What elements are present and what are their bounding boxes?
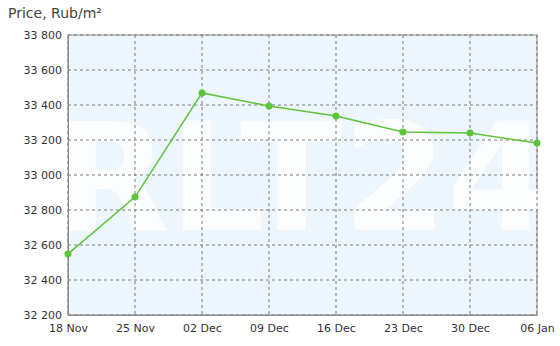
y-axis: 32 200 32 400 32 600 32 800 33 000 33 200 33 4… — [24, 29, 69, 322]
x-tick-label: 09 Dec — [250, 322, 289, 335]
grid-line-x — [470, 35, 471, 315]
grid — [68, 35, 537, 315]
marker — [199, 89, 206, 96]
y-tick: 33 800 — [24, 29, 69, 42]
grid-line-x — [135, 35, 136, 315]
x-tick-label: 16 Dec — [317, 322, 356, 335]
x-tick: 25 Nov — [116, 315, 155, 335]
y-tick: 32 400 — [24, 274, 69, 287]
y-tick-label: 33 000 — [24, 169, 63, 182]
x-axis: 18 Nov 25 Nov 02 Dec 09 Dec 16 Dec 23 Dec 30 D… — [49, 315, 555, 335]
grid-line-x — [403, 35, 404, 315]
x-tick: 23 Dec — [384, 315, 423, 335]
x-tick: 02 Dec — [183, 315, 222, 335]
y-tick: 33 000 — [24, 169, 69, 182]
y-tick: 32 800 — [24, 204, 69, 217]
y-tick-label: 33 800 — [24, 29, 63, 42]
x-tick-label: 02 Dec — [183, 322, 222, 335]
grid-line-y — [68, 280, 537, 281]
y-tick: 33 400 — [24, 99, 69, 112]
marker — [534, 139, 541, 146]
grid-line-y — [68, 35, 537, 36]
x-tick-label: 30 Dec — [451, 322, 490, 335]
x-tick-label: 23 Dec — [384, 322, 423, 335]
grid-line-y — [68, 140, 537, 141]
y-tick-label: 33 400 — [24, 99, 63, 112]
grid-line-y — [68, 245, 537, 246]
grid-line-y — [68, 70, 537, 71]
grid-line-x — [537, 35, 538, 315]
grid-line-y — [68, 315, 537, 316]
y-axis-line — [68, 36, 69, 316]
chart: RLT24 32 200 32 400 32 600 32 800 33 000 33 20… — [0, 0, 560, 346]
x-tick-label: 06 Jan — [520, 322, 554, 335]
marker — [333, 113, 340, 120]
grid-line-y — [68, 105, 537, 106]
grid-line-y — [68, 175, 537, 176]
x-tick: 30 Dec — [451, 315, 490, 335]
y-tick: 33 600 — [24, 64, 69, 77]
y-tick: 32 200 — [24, 309, 69, 322]
y-tick: 33 200 — [24, 134, 69, 147]
x-tick: 09 Dec — [250, 315, 289, 335]
y-tick-label: 32 600 — [24, 239, 63, 252]
title: Price, Rub/m² — [8, 5, 102, 21]
x-axis-line — [69, 315, 538, 316]
marker — [132, 194, 139, 201]
y-tick: 32 600 — [24, 239, 69, 252]
x-tick: 18 Nov — [49, 315, 88, 335]
y-tick-label: 33 600 — [24, 64, 63, 77]
grid-line-y — [68, 210, 537, 211]
marker — [266, 103, 273, 110]
watermark: RLT24 — [54, 91, 551, 265]
marker — [65, 250, 72, 257]
grid-line-x — [68, 35, 69, 315]
x-tick-label: 25 Nov — [116, 322, 155, 335]
plot: RLT24 32 200 32 400 32 600 32 800 33 000 33 20… — [24, 29, 555, 335]
x-tick: 16 Dec — [317, 315, 356, 335]
grid-line-x — [336, 35, 337, 315]
x-tick-label: 18 Nov — [49, 322, 88, 335]
series — [65, 89, 541, 257]
x-tick: 06 Jan — [520, 315, 554, 335]
grid-line-x — [269, 35, 270, 315]
grid-line-x — [202, 35, 203, 315]
marker — [467, 130, 474, 137]
y-tick-label: 32 400 — [24, 274, 63, 287]
line — [68, 93, 537, 254]
y-tick-label: 33 200 — [24, 134, 63, 147]
y-tick-label: 32 200 — [24, 309, 63, 322]
y-tick-label: 32 800 — [24, 204, 63, 217]
marker — [400, 128, 407, 135]
